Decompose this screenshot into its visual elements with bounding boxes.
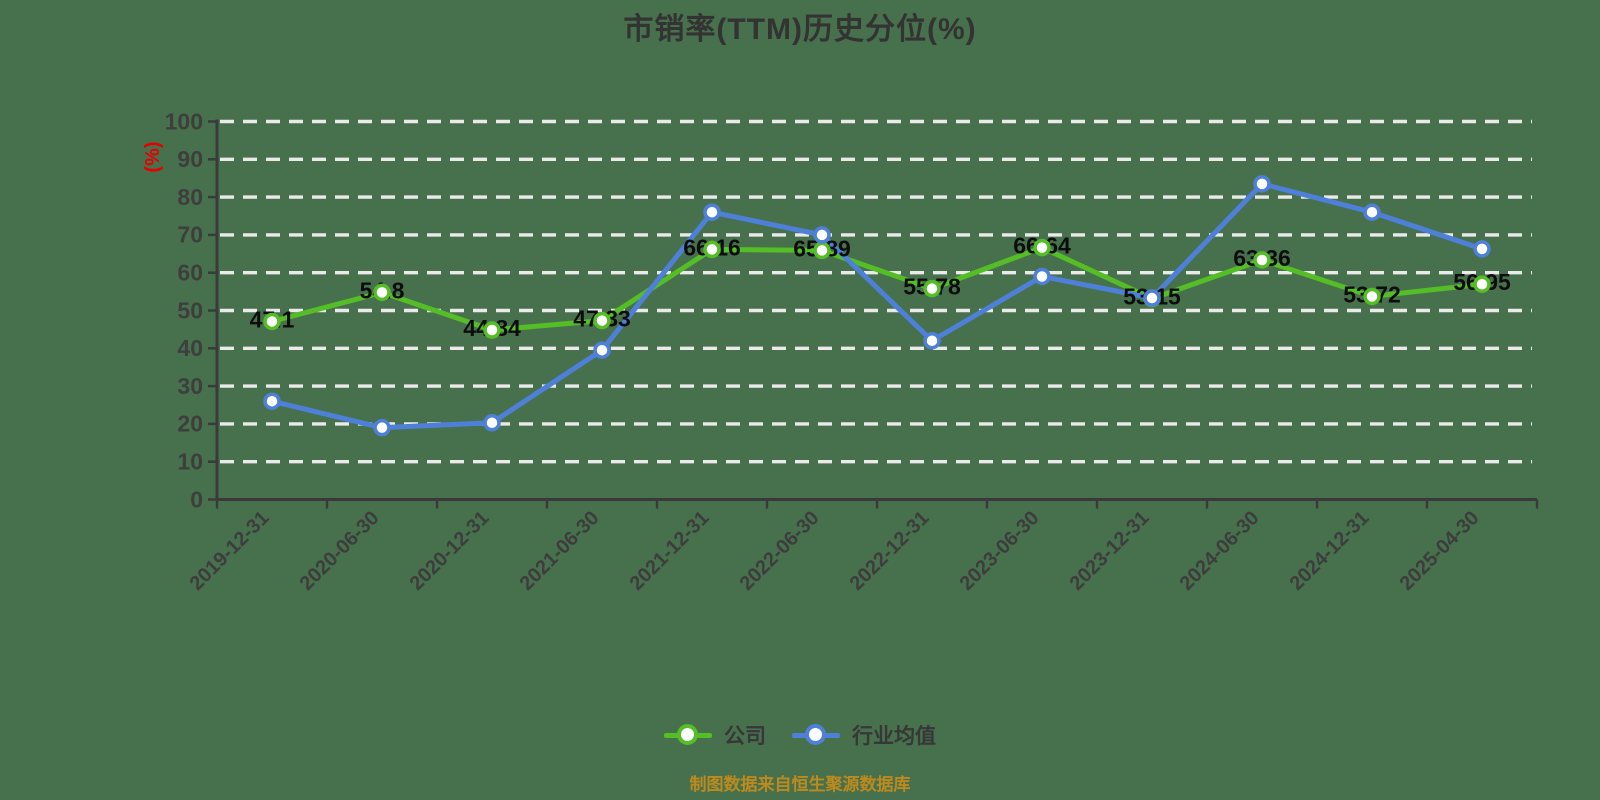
company-data-point[interactable]	[373, 283, 391, 302]
company-data-point[interactable]	[1363, 287, 1381, 306]
industry-data-point[interactable]	[1253, 175, 1271, 193]
x-tick-label: 2022-06-30	[736, 507, 824, 595]
x-tick-label: 2023-06-30	[956, 507, 1044, 595]
company-data-point[interactable]	[813, 241, 831, 260]
industry-data-point[interactable]	[263, 392, 281, 410]
x-tick-label: 2023-12-31	[1066, 507, 1154, 595]
x-tick-label: 2025-04-30	[1396, 507, 1484, 595]
company-data-point[interactable]	[1033, 238, 1051, 257]
legend: 公司 行业均值	[0, 720, 1600, 750]
source-note: 制图数据来自恒生聚源数据库	[689, 775, 911, 794]
industry-data-point[interactable]	[1143, 289, 1161, 307]
y-tick-label: 100	[165, 108, 203, 134]
company-series-marker-icon	[664, 724, 712, 746]
y-tick-label: 10	[177, 449, 203, 475]
company-line	[269, 245, 1485, 333]
industry-data-point[interactable]	[703, 203, 721, 221]
x-tick-label: 2019-12-31	[186, 507, 274, 595]
company-data-point[interactable]	[593, 311, 611, 330]
company-data-point[interactable]	[1253, 251, 1271, 269]
industry-average-line	[269, 181, 1485, 431]
legend-dot-icon	[677, 724, 698, 745]
y-tick-label: 90	[177, 146, 203, 172]
industry-data-point[interactable]	[813, 226, 831, 244]
industry-data-point[interactable]	[373, 418, 391, 437]
company-data-point[interactable]	[923, 279, 941, 298]
industry-data-point[interactable]	[1473, 240, 1491, 258]
x-tick-label: 2020-12-31	[406, 507, 494, 595]
y-tick-label: 60	[177, 260, 203, 286]
legend-item-industry-average[interactable]: 行业均值	[792, 720, 936, 750]
company-data-point[interactable]	[1473, 275, 1491, 293]
company-data-point[interactable]	[263, 312, 281, 331]
company-data-point[interactable]	[483, 321, 501, 339]
y-tick-label: 80	[177, 184, 203, 210]
industry-data-point[interactable]	[1033, 267, 1051, 286]
y-tick-label: 30	[177, 373, 203, 399]
x-tick-label: 2020-06-30	[296, 507, 384, 595]
x-tick-label: 2021-12-31	[626, 507, 714, 595]
y-tick-label: 20	[177, 411, 203, 437]
x-tick-label: 2024-12-31	[1286, 507, 1374, 595]
industry-data-point[interactable]	[483, 414, 501, 432]
legend-label-industry-average: 行业均值	[852, 725, 936, 748]
company-data-point[interactable]	[703, 240, 721, 259]
legend-item-company[interactable]: 公司	[664, 720, 766, 750]
industry-data-point[interactable]	[923, 331, 941, 350]
y-tick-label: 0	[190, 486, 203, 512]
industry-series-marker-icon	[792, 724, 840, 746]
chart-title: 市销率(TTM)历史分位(%)	[623, 13, 977, 46]
industry-data-point[interactable]	[593, 341, 611, 359]
industry-data-point[interactable]	[1363, 203, 1381, 221]
x-tick-label: 2024-06-30	[1176, 507, 1264, 595]
legend-dot-icon	[805, 724, 826, 745]
x-tick-label: 2022-12-31	[846, 507, 934, 595]
legend-label-company: 公司	[724, 725, 766, 748]
y-tick-label: 40	[177, 335, 203, 361]
x-tick-label: 2021-06-30	[516, 507, 604, 595]
y-tick-label: 70	[177, 222, 203, 248]
y-tick-label: 50	[177, 297, 203, 323]
